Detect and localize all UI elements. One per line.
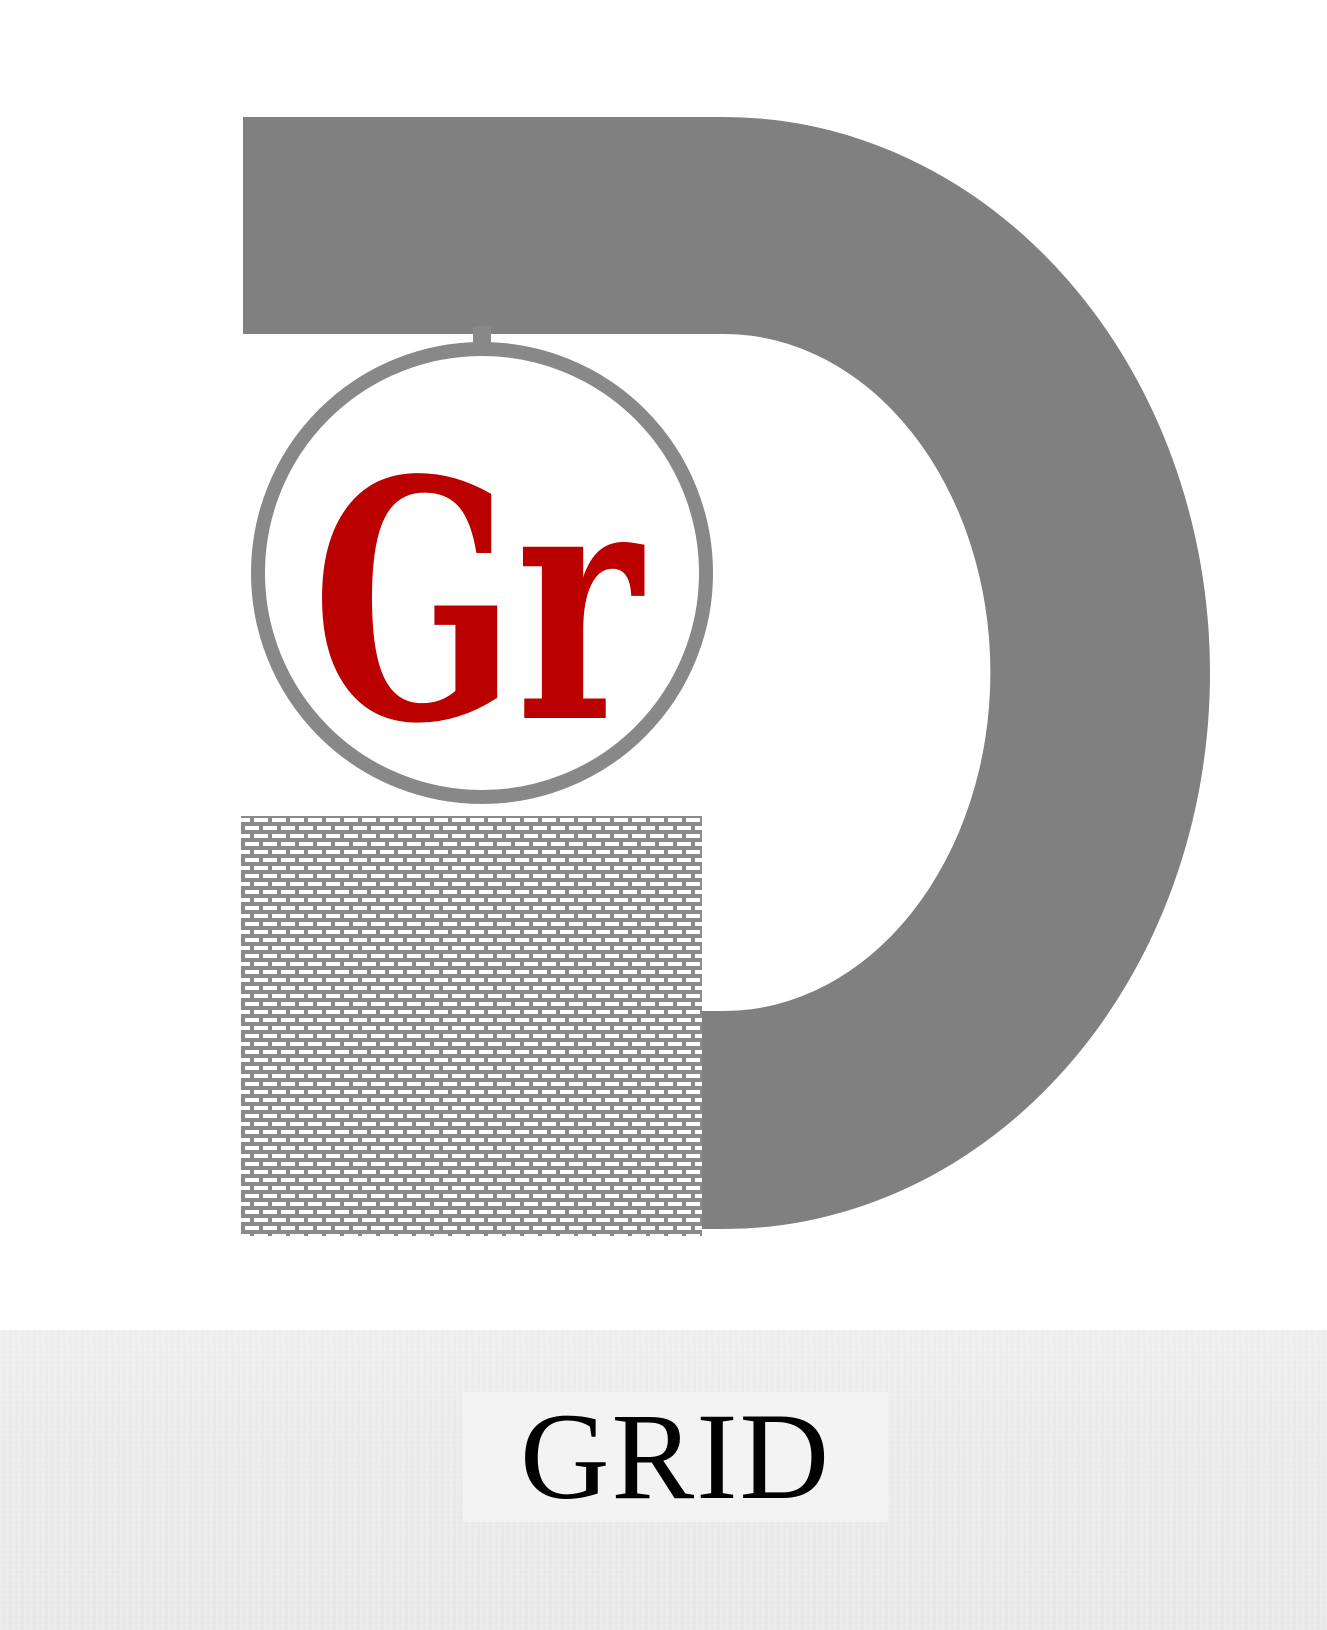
d-arc-shape	[243, 117, 1210, 1229]
ring-icon	[251, 342, 713, 804]
emblem-letters: Gr	[312, 408, 647, 796]
grid-logo: Gr	[241, 117, 1210, 1236]
brand-name: GRID	[463, 1392, 888, 1522]
brick-pattern	[241, 816, 702, 1236]
logo-area: Gr	[241, 117, 1210, 1236]
